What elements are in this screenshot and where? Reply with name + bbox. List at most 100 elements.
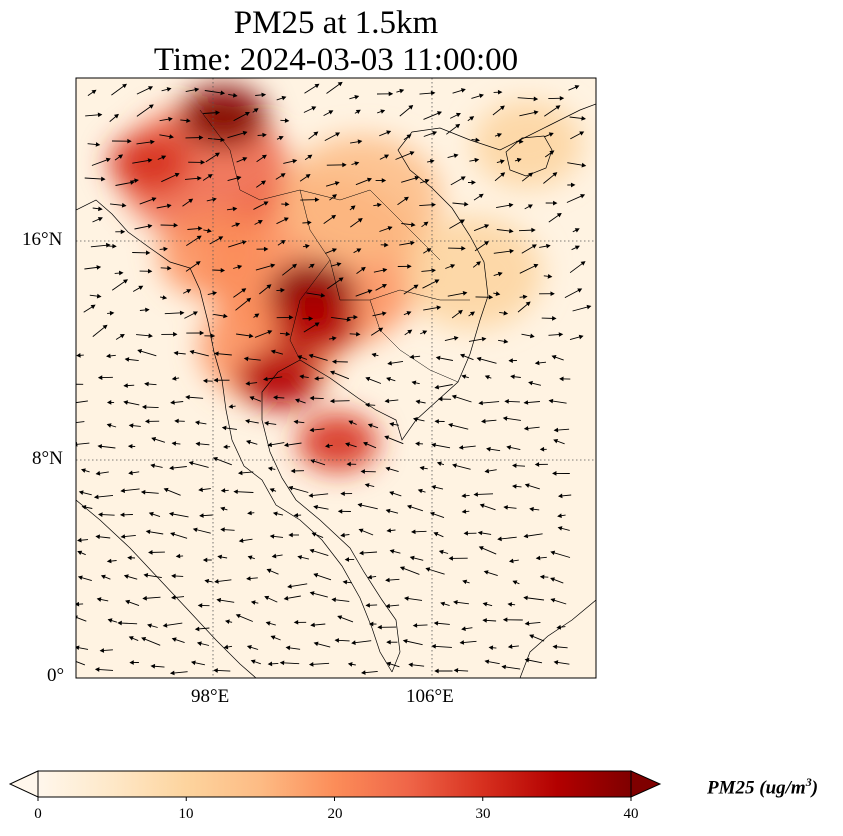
wind-arrow-head	[297, 555, 303, 560]
wind-arrow-head	[288, 315, 294, 320]
wind-arrow-head	[78, 490, 84, 495]
wind-arrow-head	[495, 291, 501, 296]
wind-arrow-head	[95, 534, 101, 540]
wind-arrow-head	[269, 534, 275, 539]
border-1	[199, 109, 441, 261]
pm25-concentration-field	[108, 85, 583, 472]
wind-arrow-head	[377, 202, 382, 208]
wind-arrow-head	[461, 374, 467, 379]
wind-arrow-head	[195, 261, 201, 266]
wind-arrow-head	[295, 398, 300, 403]
wind-arrow-head	[557, 493, 563, 499]
wind-arrow-head	[534, 360, 540, 366]
wind-arrow-head	[270, 263, 276, 269]
wind-arrow-head	[552, 316, 557, 321]
pm25-haze-band	[159, 210, 270, 299]
wind-arrow-head	[151, 437, 157, 442]
wind-arrow-head	[293, 419, 299, 425]
wind-arrow-head	[411, 529, 416, 535]
wind-arrow-head	[334, 181, 340, 186]
wind-arrow-head	[147, 623, 152, 629]
wind-arrow-head	[293, 512, 299, 518]
wind-arrow-head	[330, 370, 335, 376]
wind-arrow-head	[264, 595, 270, 601]
wind-arrow-head	[223, 313, 228, 319]
wind-arrow-head	[238, 538, 244, 543]
wind-arrow-head	[426, 248, 432, 253]
wind-arrow-head	[170, 532, 176, 537]
wind-arrow-head	[141, 636, 147, 642]
wind-arrow-head	[388, 91, 394, 97]
wind-arrow-head	[232, 206, 238, 212]
wind-arrow-head	[354, 161, 360, 166]
wind-arrow-head	[151, 197, 157, 202]
wind-arrow-head	[311, 532, 317, 537]
wind-arrow-head	[170, 400, 175, 405]
wind-arrow-head	[308, 353, 314, 359]
wind-arrow-head	[196, 235, 202, 240]
wind-arrow	[76, 400, 88, 404]
wind-arrow-head	[267, 330, 273, 335]
colorbar-label: PM25 (ug/m3)	[707, 775, 819, 799]
wind-arrow-head	[263, 376, 268, 382]
wind-arrow-head	[90, 304, 96, 310]
wind-arrow-head	[406, 311, 412, 316]
wind-arrow-head	[97, 444, 103, 449]
wind-arrow-head	[223, 444, 228, 450]
wind-arrow-head	[380, 109, 386, 114]
wind-arrow-head	[357, 139, 363, 145]
wind-arrow-head	[424, 178, 430, 184]
wind-arrow-head	[523, 533, 529, 539]
wind-arrow-head	[314, 322, 320, 327]
wind-arrow-head	[580, 194, 586, 199]
wind-arrow-head	[290, 468, 296, 474]
wind-arrow-head	[263, 246, 269, 252]
pm25-haze-band	[281, 135, 442, 264]
map-frame	[75, 77, 597, 679]
wind-arrow-head	[102, 324, 108, 330]
wind-arrow-head	[552, 471, 557, 476]
wind-arrow-head	[367, 289, 373, 294]
wind-arrow-head	[539, 446, 545, 452]
colorbar-extend-min	[8, 770, 39, 798]
wind-arrow-head	[248, 333, 254, 339]
wind-arrow-head	[237, 470, 243, 476]
wind-arrow-head	[76, 601, 80, 607]
wind-arrow-head	[332, 248, 338, 253]
wind-arrow-head	[297, 355, 303, 360]
wind-arrow-head	[411, 380, 417, 386]
wind-arrow-head	[220, 90, 226, 96]
wind-arrow-head	[586, 304, 592, 310]
wind-arrow-head	[387, 226, 393, 231]
wind-arrow-head	[347, 662, 353, 667]
wind-arrow-head	[524, 657, 530, 663]
wind-arrow-head	[194, 87, 200, 93]
wind-arrow-head	[437, 111, 442, 116]
wind-arrow-head	[148, 550, 153, 555]
wind-arrow-head	[386, 130, 392, 135]
wind-arrow-head	[406, 134, 412, 139]
wind-arrow-head	[93, 494, 99, 500]
wind-arrow-head	[488, 645, 494, 651]
wind-arrow-head	[419, 465, 425, 471]
wind-arrow-head	[365, 402, 370, 408]
wind-arrow-head	[280, 287, 285, 293]
wind-arrow-head	[530, 333, 535, 339]
colorbar	[8, 770, 662, 801]
wind-arrow-head	[188, 460, 194, 466]
wind-arrow-head	[106, 558, 112, 564]
wind-arrow-head	[112, 243, 117, 249]
wind-arrow-head	[367, 177, 372, 183]
wind-arrow-head	[123, 279, 129, 284]
pm25-hotspot	[297, 413, 378, 472]
wind-arrow-head	[98, 206, 103, 212]
wind-arrow-head	[519, 139, 524, 144]
wind-arrow-head	[202, 557, 208, 563]
wind-arrow-head	[475, 137, 480, 143]
wind-arrow-head	[123, 383, 128, 388]
wind-arrow-head	[455, 112, 461, 118]
wind-arrow-head	[476, 356, 482, 362]
wind-arrow-head	[144, 419, 150, 424]
wind-arrow-head	[386, 661, 392, 667]
wind-arrow-head	[510, 374, 515, 380]
